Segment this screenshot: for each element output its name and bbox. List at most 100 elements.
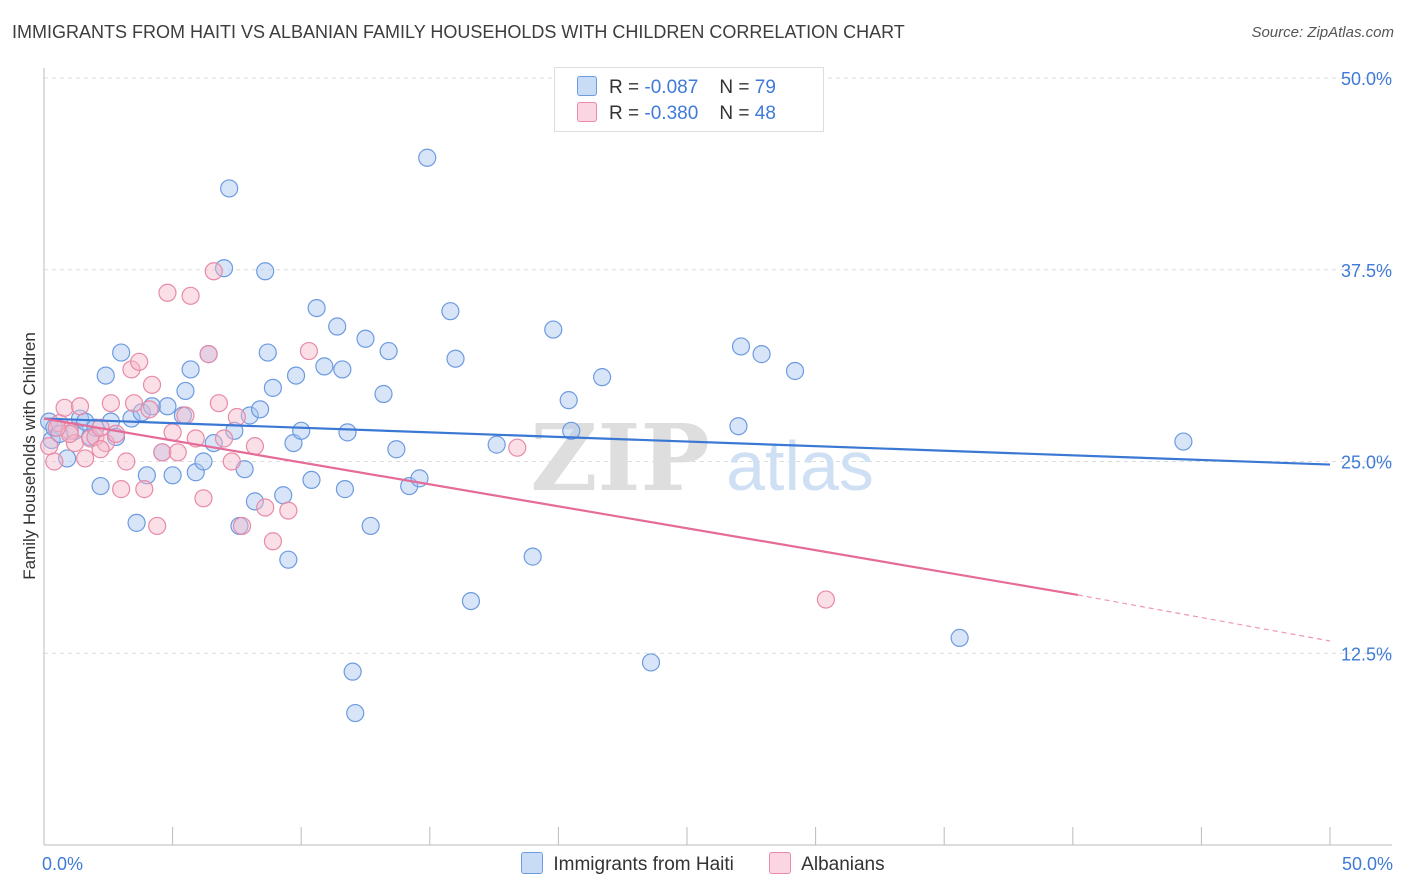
data-point: [140, 400, 159, 419]
data-point: [96, 366, 115, 385]
data-point: [163, 423, 182, 442]
y-tick-label: 37.5%: [1341, 261, 1392, 281]
data-point: [135, 480, 154, 499]
n-label: N =: [719, 77, 750, 98]
data-point: [641, 653, 661, 672]
y-tick-label: 12.5%: [1341, 644, 1392, 664]
data-point: [55, 398, 74, 417]
data-point: [562, 421, 581, 440]
data-point: [258, 343, 277, 362]
watermark-atlas: atlas: [726, 427, 874, 505]
stats-box: R = -0.087 N = 79 R = -0.380 N = 48: [554, 67, 824, 132]
data-point: [418, 148, 437, 167]
grid-lines: [44, 77, 1392, 654]
y-axis-title: Family Households with Children: [20, 332, 39, 580]
stats-swatch-haiti: [577, 76, 597, 96]
source-label: Source: ZipAtlas.com: [1251, 24, 1394, 41]
data-point: [315, 357, 334, 376]
data-point: [256, 498, 275, 517]
legend-swatch-haiti: [521, 852, 544, 874]
data-point: [446, 349, 465, 368]
data-point: [1174, 432, 1193, 451]
data-point: [163, 466, 182, 485]
data-point: [387, 440, 406, 459]
data-point: [299, 341, 319, 361]
data-point: [168, 443, 187, 462]
trend-lines: [43, 417, 1331, 642]
data-point: [346, 703, 365, 723]
data-point: [343, 662, 362, 681]
data-point: [91, 476, 110, 496]
data-point: [130, 352, 149, 371]
r-value-haiti: -0.087: [644, 77, 699, 98]
data-point: [176, 381, 195, 401]
data-point: [112, 480, 131, 499]
data-point: [544, 320, 563, 339]
data-point: [232, 516, 252, 536]
data-point: [176, 406, 195, 425]
data-point: [461, 591, 481, 611]
data-point: [127, 513, 146, 532]
legend-label-haiti: Immigrants from Haiti: [553, 854, 734, 875]
data-point: [379, 341, 398, 361]
data-point: [356, 329, 375, 348]
data-point: [40, 437, 59, 456]
data-point: [245, 492, 265, 511]
data-point: [338, 423, 357, 442]
data-point: [307, 299, 326, 318]
n-value-albanians: 48: [754, 103, 776, 124]
r-value-albanians: -0.380: [644, 103, 699, 124]
stats-row-haiti: R = -0.087 N = 79: [577, 76, 776, 100]
legend-item-haiti[interactable]: Immigrants from Haiti: [521, 852, 734, 876]
data-point: [117, 452, 136, 471]
data-point: [153, 443, 172, 462]
r-label: R =: [609, 103, 640, 124]
data-point: [361, 516, 380, 536]
data-point: [752, 345, 771, 364]
data-point: [124, 394, 144, 413]
data-point: [106, 424, 126, 443]
data-point: [209, 394, 228, 413]
data-point: [333, 360, 352, 379]
trend-line-extension: [1077, 594, 1331, 642]
watermark-zip: ZIP: [530, 404, 709, 512]
data-point: [816, 590, 835, 609]
data-point: [593, 368, 612, 387]
axes: [43, 68, 1392, 846]
data-point: [487, 435, 506, 454]
y-tick-label: 50.0%: [1341, 69, 1392, 89]
data-point: [214, 429, 234, 448]
data-point: [199, 345, 218, 364]
data-point: [441, 302, 460, 321]
data-point: [181, 360, 200, 379]
x-tick-label: 0.0%: [42, 854, 83, 874]
stats-swatch-albanians: [577, 102, 597, 122]
data-point: [335, 480, 355, 499]
data-point: [91, 440, 110, 459]
trend-line-albanians: [43, 417, 1079, 597]
data-point: [245, 437, 265, 456]
n-value-haiti: 79: [754, 77, 776, 98]
data-point: [142, 397, 162, 416]
data-point: [76, 449, 95, 468]
data-point: [328, 317, 347, 336]
data-point: [112, 343, 131, 362]
data-point: [279, 501, 298, 520]
data-point: [950, 628, 969, 648]
stats-row-albanians: R = -0.380 N = 48: [577, 102, 776, 126]
data-point: [729, 417, 748, 436]
legend-item-albanians[interactable]: Albanians: [769, 852, 885, 876]
data-point: [274, 486, 293, 505]
n-label: N =: [719, 103, 750, 124]
data-point: [101, 394, 120, 413]
x-tick-label: 50.0%: [1342, 854, 1393, 874]
trend-line-haiti: [43, 417, 1331, 466]
data-point: [204, 262, 223, 281]
data-point: [122, 360, 141, 379]
data-point: [194, 452, 213, 471]
series-haiti-points: [40, 148, 1193, 723]
tick-labels: 12.5% 25.0% 37.5% 50.0% 0.0% 50.0%: [42, 69, 1393, 874]
y-tick-label: 25.0%: [1341, 453, 1392, 473]
data-point: [142, 375, 162, 394]
